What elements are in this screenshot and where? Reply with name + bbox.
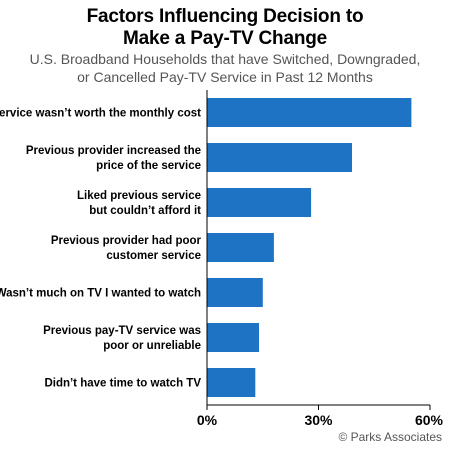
- chart-title-line-2: Make a Pay-TV Change: [122, 28, 328, 49]
- category-label-5-line-1: Wasn’t much on TV I wanted to watch: [0, 288, 201, 300]
- category-label-3-line-2: but couldn’t afford it: [89, 205, 201, 217]
- x-tick-label-1: 0%: [197, 412, 218, 428]
- bar-3: [207, 188, 312, 217]
- category-label-2-line-2: price of the service: [96, 160, 201, 172]
- chart-subtitle: U.S. Broadband Households that have Swit…: [0, 50, 450, 86]
- category-label-3-line-1: Liked previous service: [77, 190, 201, 202]
- category-label-4: Previous provider had poor customer servi…: [51, 235, 202, 262]
- category-label-7: Didn’t have time to watch TV: [44, 378, 201, 390]
- source-credit: © Parks Associates: [338, 430, 442, 444]
- bar-7: [207, 368, 256, 397]
- x-tick-label-3: 60%: [415, 412, 444, 428]
- bar-5: [207, 278, 263, 307]
- category-label-3: Liked previous service but couldn’t affor…: [77, 190, 201, 217]
- bar-4: [207, 233, 274, 262]
- chart-subtitle-line-2: or Cancelled Pay-TV Service in Past 12 M…: [77, 69, 373, 85]
- category-label-1-line-1: Service wasn’t worth the monthly cost: [0, 108, 201, 120]
- bar-6: [207, 323, 259, 352]
- category-label-2: Previous provider increased the price of …: [26, 145, 201, 172]
- category-label-4-line-2: customer service: [106, 250, 201, 262]
- category-label-6-line-1: Previous pay-TV service was: [43, 325, 201, 337]
- bar-1: [207, 98, 412, 127]
- category-label-5: Wasn’t much on TV I wanted to watch: [0, 288, 201, 300]
- category-label-4-line-1: Previous provider had poor: [51, 235, 202, 247]
- chart-subtitle-line-1: U.S. Broadband Households that have Swit…: [29, 51, 421, 67]
- bar-2: [207, 143, 352, 172]
- category-label-7-line-1: Didn’t have time to watch TV: [44, 378, 201, 390]
- category-label-6: Previous pay-TV service was poor or unrel…: [43, 325, 201, 352]
- chart-title-line-1: Factors Influencing Decision to: [86, 6, 364, 27]
- category-label-6-line-2: poor or unreliable: [103, 340, 201, 352]
- category-label-2-line-1: Previous provider increased the: [26, 145, 201, 157]
- chart-title: Factors Influencing Decision to Make a P…: [0, 6, 450, 50]
- category-label-1: Service wasn’t worth the monthly cost: [0, 108, 201, 120]
- x-tick-label-2: 30%: [304, 412, 333, 428]
